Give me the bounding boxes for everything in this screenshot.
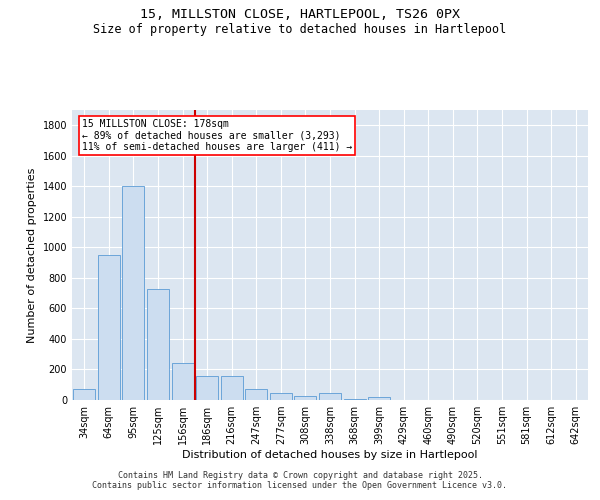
Bar [245, 390, 268, 400]
Bar [319, 393, 341, 400]
Text: Contains HM Land Registry data © Crown copyright and database right 2025.
Contai: Contains HM Land Registry data © Crown c… [92, 470, 508, 490]
Bar [344, 399, 365, 400]
Bar [295, 396, 316, 400]
Text: 15 MILLSTON CLOSE: 178sqm
← 89% of detached houses are smaller (3,293)
11% of se: 15 MILLSTON CLOSE: 178sqm ← 89% of detac… [82, 118, 353, 152]
Text: 15, MILLSTON CLOSE, HARTLEPOOL, TS26 0PX: 15, MILLSTON CLOSE, HARTLEPOOL, TS26 0PX [140, 8, 460, 20]
Y-axis label: Number of detached properties: Number of detached properties [27, 168, 37, 342]
Bar [73, 388, 95, 400]
Bar [368, 398, 390, 400]
Bar [98, 255, 120, 400]
Bar [196, 376, 218, 400]
Bar [122, 186, 145, 400]
Text: Size of property relative to detached houses in Hartlepool: Size of property relative to detached ho… [94, 22, 506, 36]
Bar [172, 364, 194, 400]
Bar [221, 376, 243, 400]
X-axis label: Distribution of detached houses by size in Hartlepool: Distribution of detached houses by size … [182, 450, 478, 460]
Bar [147, 288, 169, 400]
Bar [270, 393, 292, 400]
